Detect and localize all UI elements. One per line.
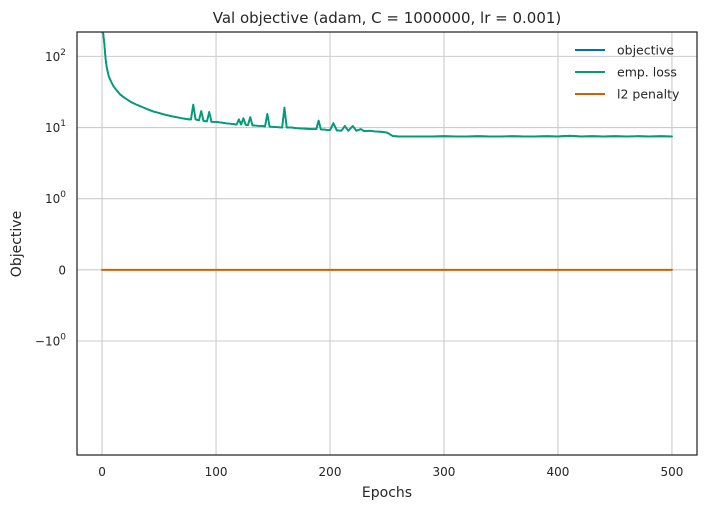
- legend: objective emp. loss l2 penalty: [575, 43, 680, 102]
- y-tick-base: 10: [45, 334, 60, 348]
- y-tick-label: 102: [45, 48, 66, 64]
- y-tick-label: −100: [35, 332, 66, 348]
- y-tick-base: 10: [45, 50, 60, 64]
- legend-label: emp. loss: [617, 65, 677, 80]
- y-tick-base: 0: [58, 263, 66, 277]
- x-tick-label: 0: [98, 465, 106, 479]
- x-tick-label: 300: [433, 465, 456, 479]
- x-tick-label: 400: [547, 465, 570, 479]
- y-tick-exponent: 0: [60, 332, 66, 342]
- legend-label: l2 penalty: [617, 87, 680, 102]
- x-axis-label: Epochs: [362, 485, 412, 501]
- y-tick-exponent: 0: [60, 190, 66, 200]
- y-tick-sign: −: [35, 334, 45, 348]
- y-tick-exponent: 1: [60, 119, 66, 129]
- series-line-emp-loss: [101, 32, 673, 138]
- y-tick-label: 101: [45, 119, 66, 135]
- series-line-objective: [101, 32, 673, 138]
- y-tick-base: 10: [45, 192, 60, 206]
- y-tick-label: 100: [45, 190, 66, 206]
- y-tick-label: 0: [58, 263, 66, 277]
- x-tick-label: 100: [205, 465, 228, 479]
- y-axis-label: Objective: [9, 211, 25, 277]
- series-lines: [101, 32, 673, 271]
- x-axis-ticks: 0 100 200 300 400 500: [98, 465, 683, 479]
- y-tick-exponent: 2: [60, 48, 66, 58]
- y-tick-base: 10: [45, 121, 60, 135]
- chart-title: Val objective (adam, C = 1000000, lr = 0…: [213, 9, 562, 27]
- x-tick-label: 500: [660, 465, 683, 479]
- x-tick-label: 200: [319, 465, 342, 479]
- legend-label: objective: [617, 43, 674, 58]
- plot-frame: [76, 31, 698, 456]
- grid: [77, 32, 697, 455]
